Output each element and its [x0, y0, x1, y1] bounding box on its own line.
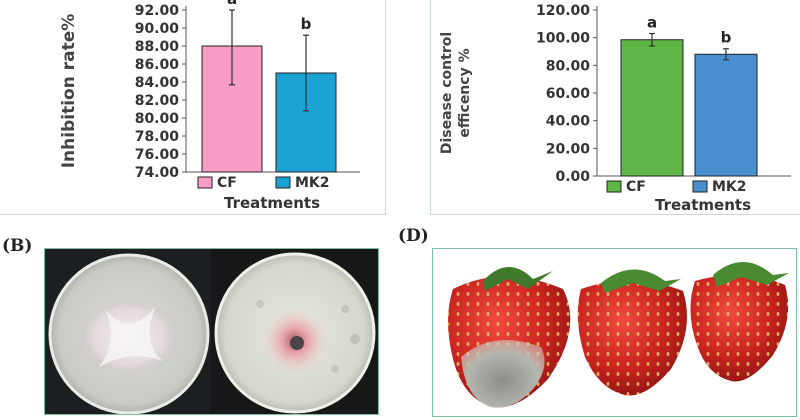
- chart-0-ytick-label-5: 84.00: [135, 75, 180, 91]
- chart-1-legend-label-1: MK2: [712, 179, 747, 195]
- chart-0-ytick-label-1: 76.00: [135, 147, 180, 163]
- chart-0-letter-1: b: [301, 15, 312, 33]
- chart-0-ytick-label-8: 90.00: [135, 21, 180, 37]
- strawberry-photo: [432, 248, 797, 417]
- chart-1-ylabel-line-0: Disease control: [439, 32, 455, 154]
- chart-0-ytick-label-3: 80.00: [135, 111, 180, 127]
- chart-0-legend-label-0: CF: [217, 175, 237, 191]
- chart-0-xlabel: Treatments: [224, 194, 320, 212]
- chart-inhibition-rate-svg: 74.00 76.00 78.00 80.00 82.00 84.00 86.00 88.00…: [59, 0, 360, 212]
- petri-dish-illustration: [45, 249, 378, 415]
- panel-label-b: (B): [2, 236, 33, 256]
- chart-0-ytick-label-6: 86.00: [135, 57, 180, 73]
- chart-0-ylabel: Inhibition rate%: [59, 14, 79, 169]
- chart-0-ytick-label-4: 82.00: [135, 93, 180, 109]
- chart-1-ytick-label-0: 0.00: [555, 169, 590, 185]
- chart-1-ytick-label-5: 100.00: [536, 31, 590, 47]
- petri-dish-photo: [44, 248, 379, 415]
- chart-1-ytick-label-1: 20.00: [546, 141, 591, 157]
- chart-1-legend-swatch-1: [692, 180, 708, 193]
- strawberry-infected: [448, 266, 571, 408]
- strawberry-treated-2: [690, 262, 789, 382]
- chart-0-ytick-label-2: 78.00: [135, 129, 180, 145]
- chart-1-ytick-label-4: 80.00: [546, 58, 591, 74]
- chart-1-legend-swatch-0: [606, 180, 622, 193]
- chart-1-letter-0: a: [647, 14, 657, 32]
- chart-1-xlabel: Treatments: [655, 196, 751, 214]
- chart-1-legend-label-0: CF: [626, 179, 646, 195]
- chart-disease-control: 0.00 20.00 40.00 60.00 80.00 100.00 120.00 Dise…: [430, 0, 800, 215]
- chart-1-ytick-label-6: 120.00: [536, 3, 590, 19]
- chart-1-bar-mk2: [694, 53, 758, 177]
- chart-inhibition-rate: 74.00 76.00 78.00 80.00 82.00 84.00 86.00 88.00…: [0, 0, 386, 215]
- chart-0-letter-0: a: [227, 0, 237, 8]
- chart-1-letter-1: b: [721, 29, 732, 47]
- panel-label-d: (D): [398, 226, 429, 246]
- chart-1-ytick-label-2: 40.00: [546, 114, 591, 130]
- chart-0-legend-swatch-1: [275, 176, 291, 189]
- chart-1-ylabel-line-1: efficency %: [457, 48, 473, 137]
- chart-0-legend-label-1: MK2: [295, 175, 330, 191]
- chart-0-ytick-label-7: 88.00: [135, 39, 180, 55]
- chart-0-ytick-label-9: 92.00: [135, 3, 180, 19]
- strawberry-illustration: [448, 262, 789, 408]
- chart-0-legend-swatch-0: [197, 176, 213, 189]
- chart-1-ytick-label-3: 60.00: [546, 86, 591, 102]
- chart-1-bar-cf: [620, 39, 684, 177]
- strawberry-treated-1: [577, 269, 687, 396]
- chart-disease-control-svg: 0.00 20.00 40.00 60.00 80.00 100.00 120.00 Dise…: [439, 3, 791, 214]
- chart-0-ytick-label-0: 74.00: [135, 165, 180, 181]
